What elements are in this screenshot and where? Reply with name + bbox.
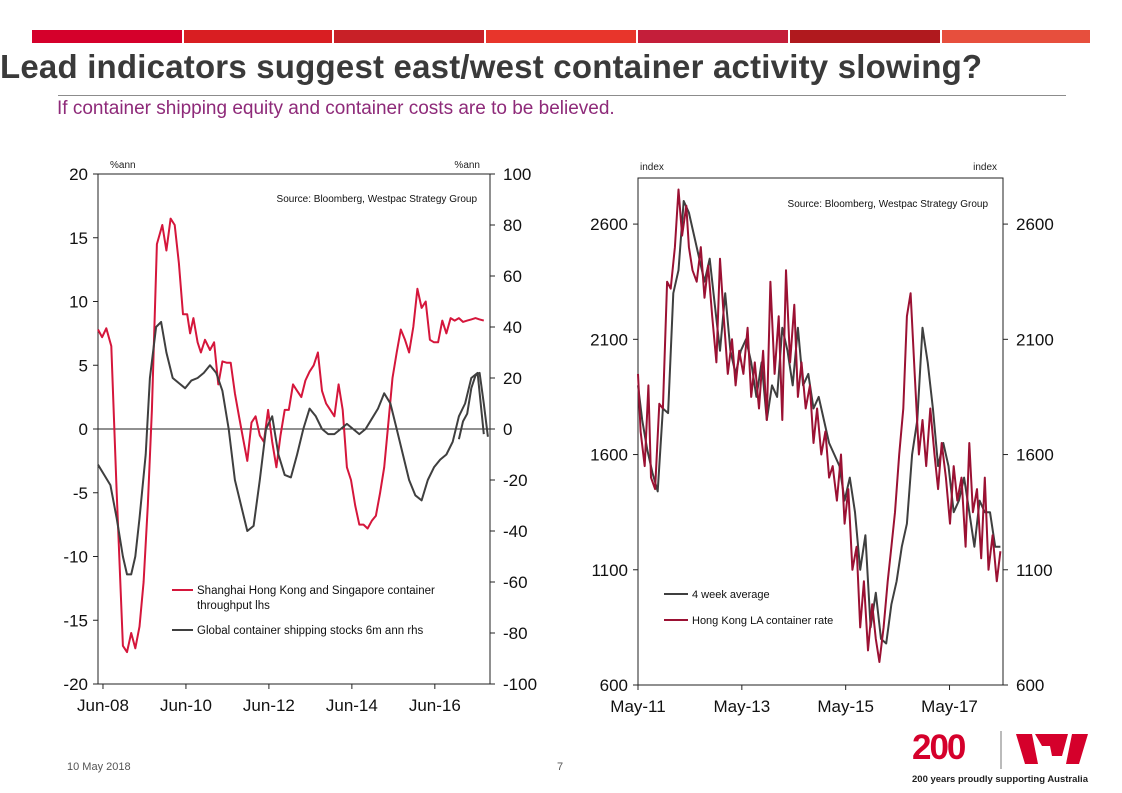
top-accent-bar bbox=[32, 30, 1090, 43]
chart1-xtick-label: Jun-16 bbox=[409, 696, 461, 715]
chart2-series-line-2 bbox=[637, 188, 1002, 663]
title-divider bbox=[58, 95, 1066, 96]
chart2-ytick-label-left: 1600 bbox=[590, 446, 628, 465]
top-bar-segment bbox=[32, 30, 182, 43]
chart1-series-line-3 bbox=[457, 371, 489, 440]
chart2-ytick-label-right: 2600 bbox=[1016, 215, 1054, 234]
chart1-ytick-label-right: -60 bbox=[503, 573, 528, 592]
chart1-ytick-label-right: 0 bbox=[503, 420, 512, 439]
chart2-source-note: Source: Bloomberg, Westpac Strategy Grou… bbox=[788, 199, 989, 210]
chart1-ytick-label-left: 20 bbox=[69, 165, 88, 184]
logo-separator bbox=[1000, 731, 1002, 769]
logo-200-mark: 200 bbox=[912, 728, 966, 767]
chart2-ytick-label-left: 2600 bbox=[590, 215, 628, 234]
chart2-ytick-label-right: 1600 bbox=[1016, 446, 1054, 465]
chart2-ytick-label-right: 1100 bbox=[1016, 561, 1053, 580]
chart1-axes: 20 15 10 5 0 -5 -10 -15 -20 100 80 60 40 20 0 -20 -40 -60… bbox=[63, 165, 537, 715]
chart1-xtick-label: Jun-10 bbox=[160, 696, 212, 715]
legend-label-throughput-line1: Shanghai Hong Kong and Singapore contain… bbox=[197, 585, 435, 597]
chart1-xtick-label: Jun-12 bbox=[243, 696, 295, 715]
top-bar-segment bbox=[638, 30, 788, 43]
chart1-ytick-label-right: 60 bbox=[503, 267, 522, 286]
chart1-ytick-label-right: -100 bbox=[503, 675, 537, 694]
page-subtitle: If container shipping equity and contain… bbox=[57, 98, 615, 119]
chart2-right-unit: index bbox=[973, 162, 997, 173]
legend-label-stocks: Global container shipping stocks 6m ann … bbox=[197, 625, 424, 637]
chart1-legend: Shanghai Hong Kong and Singapore contain… bbox=[172, 585, 435, 637]
chart2-xtick-label: May-15 bbox=[817, 697, 874, 716]
footer-date: 10 May 2018 bbox=[67, 761, 131, 773]
chart2-left-unit: index bbox=[640, 162, 664, 173]
chart1-xtick-label: Jun-14 bbox=[326, 696, 378, 715]
top-bar-segment bbox=[184, 30, 332, 43]
chart-container-rates: index index Source: Bloomberg, Westpac S… bbox=[590, 162, 1054, 716]
chart2-ytick-label-left: 600 bbox=[600, 676, 628, 695]
chart2-xtick-label: May-17 bbox=[921, 697, 978, 716]
chart2-legend: 4 week average Hong Kong LA container ra… bbox=[664, 589, 833, 627]
page-number: 7 bbox=[557, 761, 564, 773]
chart1-ytick-label-left: 5 bbox=[79, 356, 88, 375]
chart1-ytick-label-left: -15 bbox=[63, 611, 88, 630]
chart2-series bbox=[637, 188, 1002, 663]
chart1-right-unit: %ann bbox=[454, 160, 480, 171]
page-title: Lead indicators suggest east/west contai… bbox=[0, 48, 983, 85]
top-bar-segment bbox=[334, 30, 484, 43]
chart1-ytick-label-left: 0 bbox=[79, 420, 88, 439]
top-bar-segment bbox=[942, 30, 1090, 43]
chart1-ytick-label-right: 20 bbox=[503, 369, 522, 388]
chart1-ytick-label-right: -80 bbox=[503, 624, 528, 643]
chart1-ytick-label-right: 80 bbox=[503, 216, 522, 235]
chart2-ytick-label-left: 2100 bbox=[590, 330, 628, 349]
legend-label-throughput-line2: throughput lhs bbox=[197, 600, 270, 612]
chart1-series bbox=[97, 217, 489, 654]
chart2-xtick-label: May-11 bbox=[610, 697, 665, 716]
chart1-series-line-2 bbox=[97, 320, 485, 576]
chart1-ytick-label-left: 10 bbox=[69, 293, 88, 312]
chart1-series-line-1 bbox=[97, 217, 485, 654]
chart1-ytick-label-right: 100 bbox=[503, 165, 531, 184]
chart2-ytick-label-right: 2100 bbox=[1016, 330, 1054, 349]
chart1-xtick-label: Jun-08 bbox=[77, 696, 129, 715]
chart1-left-unit: %ann bbox=[110, 160, 136, 171]
westpac-200-logo: 200 200 years proudly supporting Austral… bbox=[912, 728, 1092, 788]
legend-label-4wk-average: 4 week average bbox=[692, 589, 770, 601]
chart1-ytick-label-left: 15 bbox=[69, 229, 88, 248]
chart1-ytick-label-left: -5 bbox=[73, 484, 88, 503]
chart1-ytick-label-right: -20 bbox=[503, 471, 528, 490]
chart2-ytick-label-right: 600 bbox=[1016, 676, 1044, 695]
legend-label-hk-la-rate: Hong Kong LA container rate bbox=[692, 615, 833, 627]
chart1-ytick-label-left: -20 bbox=[63, 675, 88, 694]
top-bar-segment bbox=[790, 30, 940, 43]
top-bar-segment bbox=[486, 30, 636, 43]
logo-tagline: 200 years proudly supporting Australia bbox=[912, 774, 1088, 785]
westpac-w-icon bbox=[1016, 734, 1088, 764]
chart2-axes: 2600 2100 1600 1100 600 2600 2100 1600 1100 600 Ma… bbox=[590, 215, 1054, 716]
chart2-xtick-label: May-13 bbox=[713, 697, 770, 716]
chart-throughput-vs-stocks: %ann %ann Source: Bloomberg, Westpac Str… bbox=[63, 160, 537, 715]
chart1-ytick-label-right: 40 bbox=[503, 318, 522, 337]
chart2-plot-frame bbox=[637, 177, 1004, 686]
chart1-source-note: Source: Bloomberg, Westpac Strategy Grou… bbox=[277, 194, 478, 205]
chart1-ytick-label-left: -10 bbox=[63, 548, 88, 567]
chart1-ytick-label-right: -40 bbox=[503, 522, 528, 541]
chart2-ytick-label-left: 1100 bbox=[591, 561, 628, 580]
